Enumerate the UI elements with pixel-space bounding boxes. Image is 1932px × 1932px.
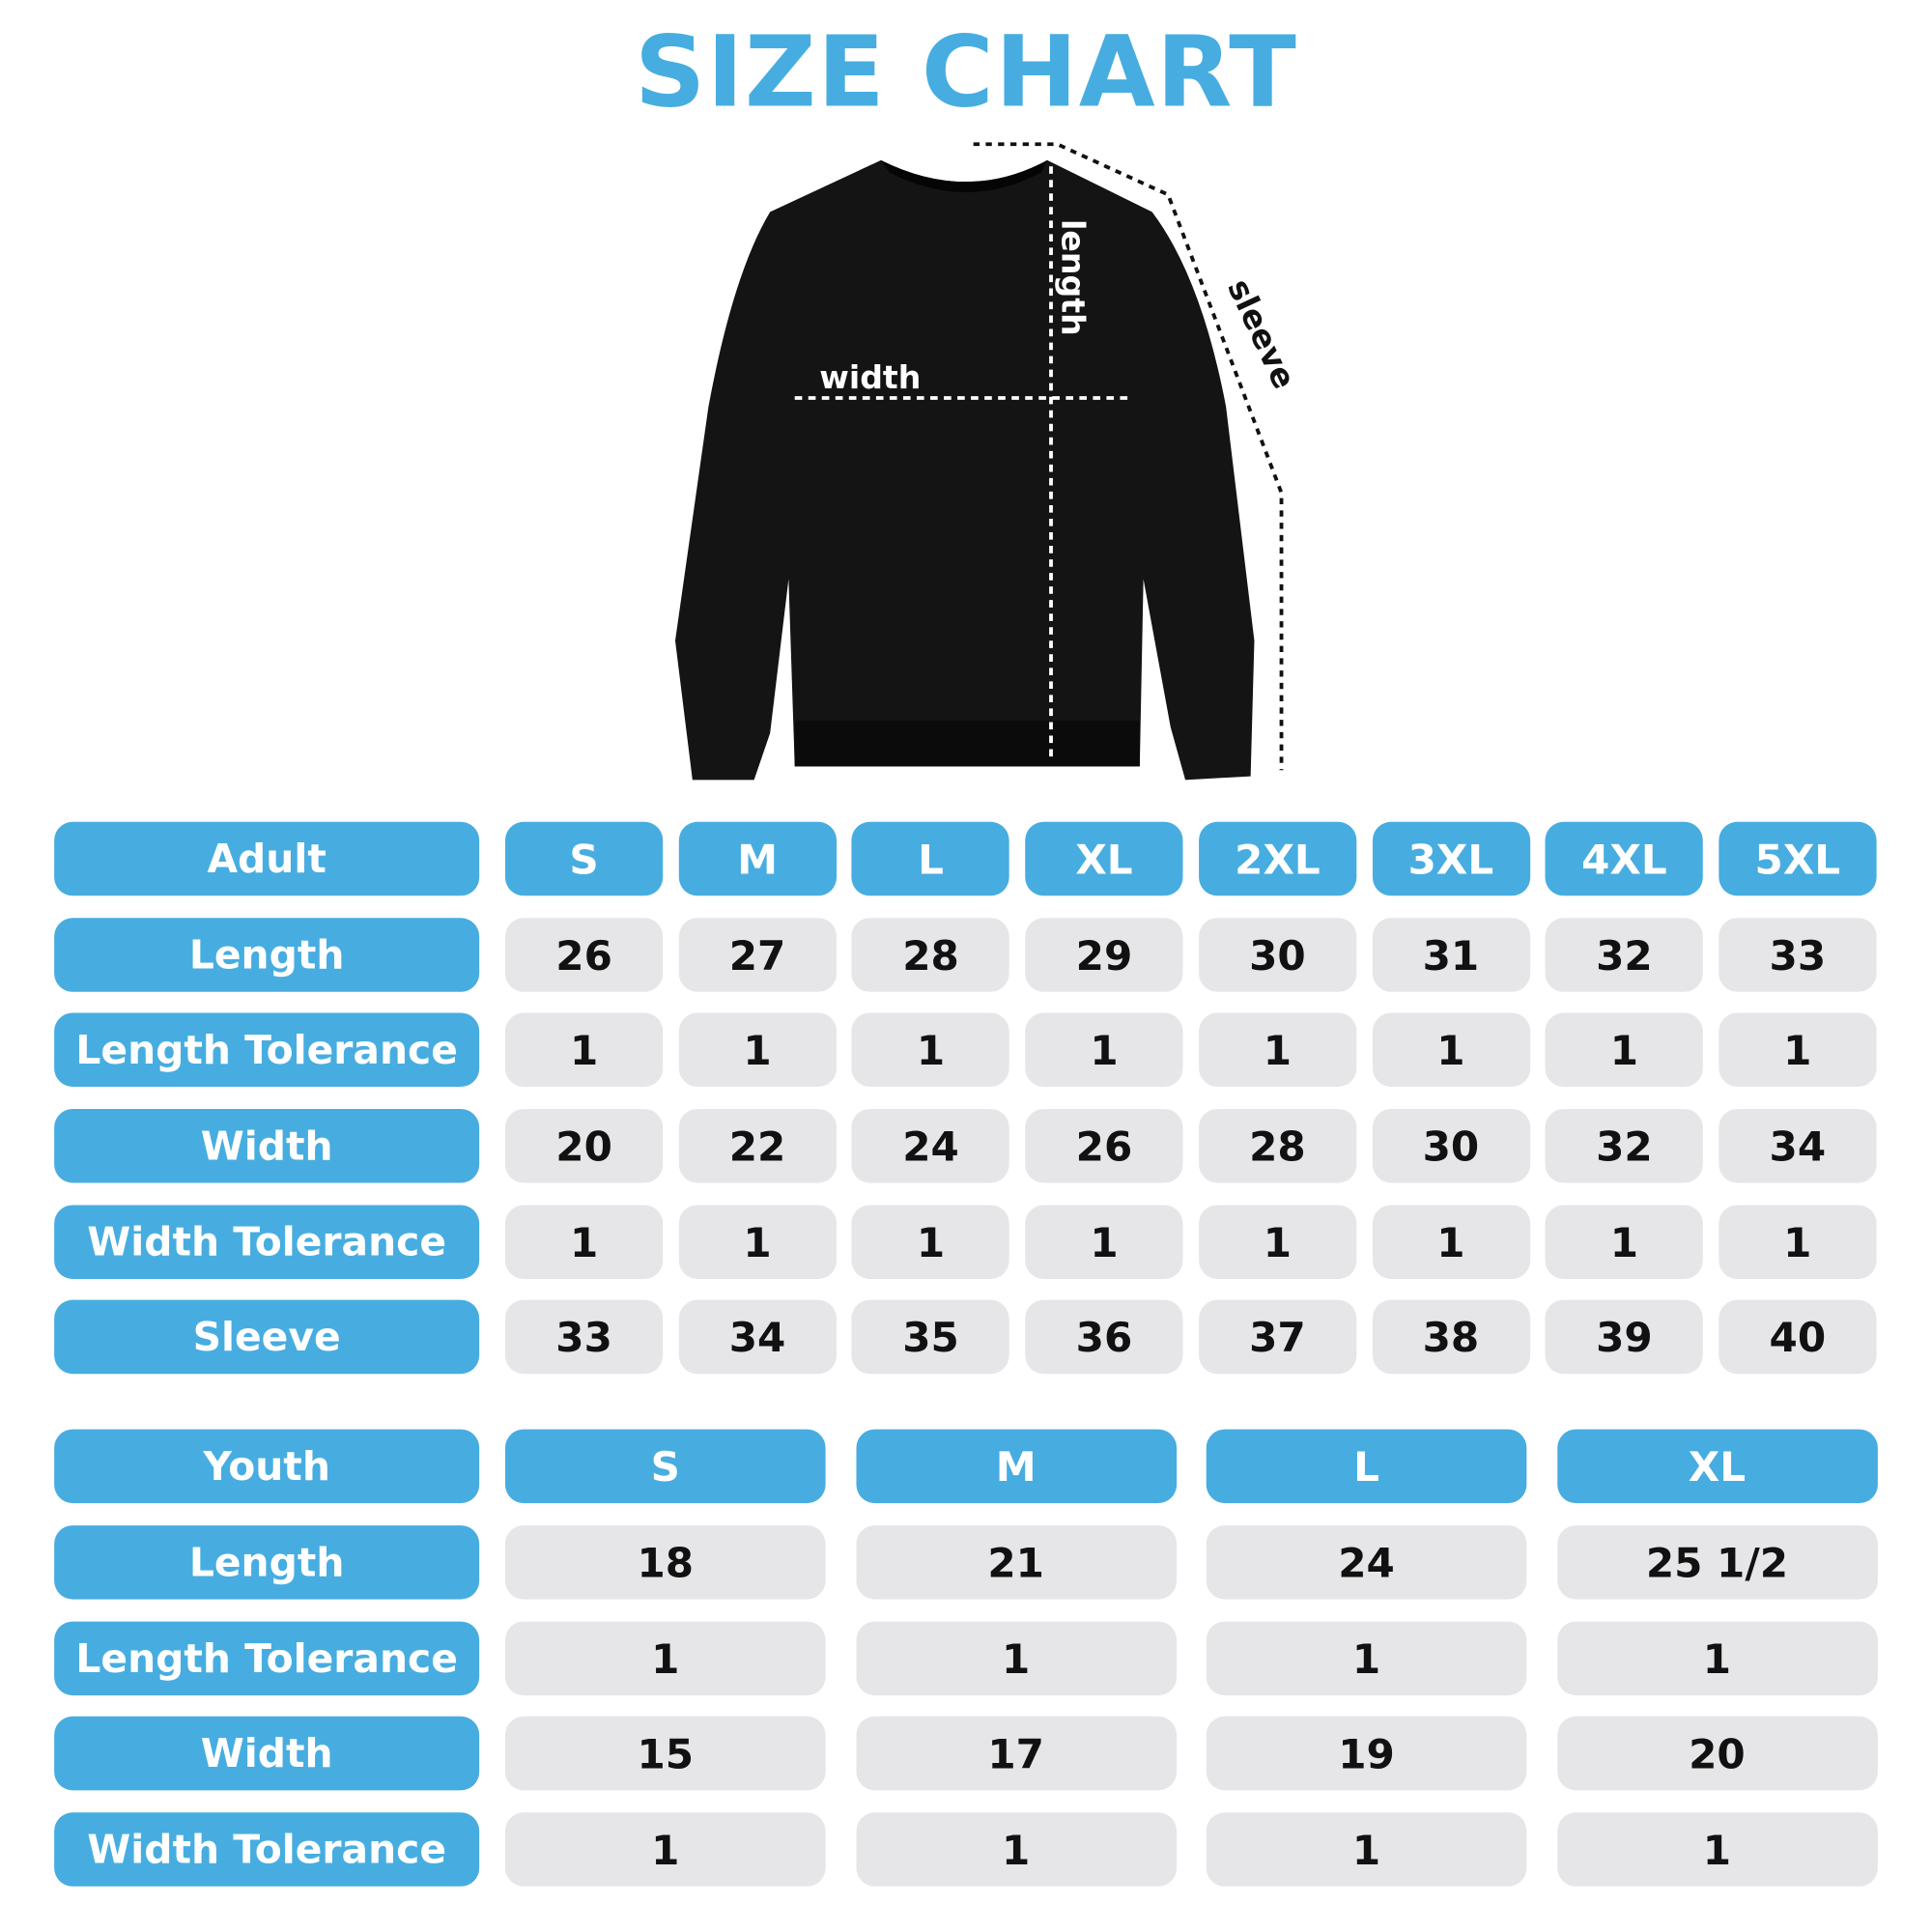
table-cell: 32 [1545,1108,1703,1183]
table-cell: 30 [1372,1108,1530,1183]
length-label: length [1054,219,1092,336]
table-cell: 24 [1206,1525,1527,1600]
table-cell: 1 [1556,1812,1878,1887]
table-cell: 1 [1372,1205,1530,1279]
table-cell: 1 [1198,1205,1357,1279]
size-header-s: S [504,821,664,896]
size-header-m: M [678,821,837,896]
table-cell: 33 [1719,918,1877,992]
table-cell: 1 [855,1621,1177,1696]
youth-header-label: Youth [54,1429,480,1504]
table-cell: 21 [855,1525,1177,1600]
size-header-m: M [855,1429,1177,1504]
size-header-xl: XL [1556,1429,1878,1504]
table-cell: 20 [1556,1716,1878,1791]
row-label-width-tolerance: Width Tolerance [54,1205,480,1279]
table-cell: 22 [678,1108,837,1183]
table-cell: 18 [504,1525,826,1600]
table-cell: 34 [678,1299,837,1375]
table-cell: 1 [678,1205,837,1279]
table-cell: 1 [1372,1012,1530,1087]
row-label-length-tolerance: Length Tolerance [54,1621,480,1696]
sweatshirt-image [674,159,1255,781]
size-header-l: L [1206,1429,1527,1504]
table-cell: 17 [855,1716,1177,1791]
table-cell: 1 [504,1621,826,1696]
table-cell: 26 [504,918,664,992]
table-cell: 25 1/2 [1556,1525,1878,1600]
size-header-5xl: 5XL [1719,821,1877,896]
table-cell: 35 [851,1299,1010,1375]
table-cell: 15 [504,1716,826,1791]
table-cell: 30 [1198,918,1357,992]
table-cell: 34 [1719,1108,1877,1183]
width-label: width [819,358,921,396]
row-label-width-tolerance: Width Tolerance [54,1812,480,1887]
table-cell: 1 [504,1012,664,1087]
table-cell: 1 [851,1205,1010,1279]
table-cell: 1 [504,1205,664,1279]
row-label-sleeve: Sleeve [54,1299,480,1375]
table-cell: 39 [1545,1299,1703,1375]
sweatshirt-diagram: width length sleeve [674,142,1303,781]
table-cell: 1 [504,1812,826,1887]
size-header-s: S [504,1429,826,1504]
table-cell: 1 [1719,1012,1877,1087]
size-header-xl: XL [1025,821,1183,896]
sweatshirt-waistband [794,721,1140,767]
table-cell: 1 [855,1812,1177,1887]
table-cell: 37 [1198,1299,1357,1375]
table-cell: 1 [851,1012,1010,1087]
table-cell: 1 [1206,1812,1527,1887]
sleeve-measure-line [973,142,1284,771]
table-cell: 1 [1025,1012,1183,1087]
table-cell: 1 [1556,1621,1878,1696]
table-cell: 40 [1719,1299,1877,1375]
table-cell: 1 [1545,1205,1703,1279]
row-label-width: Width [54,1108,480,1183]
row-label-width: Width [54,1716,480,1791]
sweatshirt-collar [880,159,1048,192]
table-cell: 1 [1545,1012,1703,1087]
table-cell: 19 [1206,1716,1527,1791]
row-label-length: Length [54,918,480,992]
table-cell: 28 [851,918,1010,992]
table-cell: 1 [1025,1205,1183,1279]
table-cell: 27 [678,918,837,992]
table-cell: 32 [1545,918,1703,992]
table-cell: 1 [1198,1012,1357,1087]
table-cell: 26 [1025,1108,1183,1183]
table-cell: 24 [851,1108,1010,1183]
table-cell: 1 [1719,1205,1877,1279]
table-cell: 36 [1025,1299,1183,1375]
table-cell: 38 [1372,1299,1530,1375]
row-label-length-tolerance: Length Tolerance [54,1012,480,1087]
size-header-4xl: 4XL [1545,821,1703,896]
adult-header-label: Adult [54,821,480,896]
table-cell: 1 [1206,1621,1527,1696]
table-cell: 28 [1198,1108,1357,1183]
table-cell: 33 [504,1299,664,1375]
table-cell: 1 [678,1012,837,1087]
table-cell: 29 [1025,918,1183,992]
row-label-length: Length [54,1525,480,1600]
sleeve-label: sleeve [1220,273,1303,394]
table-cell: 20 [504,1108,664,1183]
size-header-l: L [851,821,1010,896]
table-cell: 31 [1372,918,1530,992]
size-header-3xl: 3XL [1372,821,1530,896]
size-header-2xl: 2XL [1198,821,1357,896]
page-title: SIZE CHART [634,14,1298,129]
